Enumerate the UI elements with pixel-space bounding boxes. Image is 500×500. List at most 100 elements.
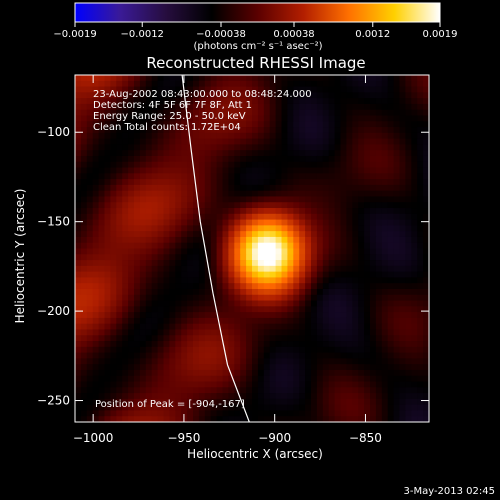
heatmap-pixel — [139, 416, 147, 422]
heatmap-pixel — [75, 317, 82, 325]
heatmap-pixel — [228, 103, 235, 111]
heatmap-pixel — [293, 132, 300, 140]
heatmap-pixel — [340, 155, 347, 163]
heatmap-pixel — [116, 231, 123, 238]
heatmap-pixel — [151, 271, 158, 278]
heatmap-pixel — [187, 375, 194, 382]
heatmap-pixel — [358, 288, 365, 296]
heatmap-pixel — [92, 144, 99, 151]
heatmap-pixel — [193, 80, 200, 87]
heatmap-pixel — [281, 381, 288, 388]
heatmap-pixel — [411, 213, 418, 220]
heatmap-pixel — [181, 271, 188, 278]
heatmap-pixel — [352, 381, 359, 388]
heatmap-pixel — [405, 300, 412, 307]
heatmap-pixel — [222, 335, 229, 342]
heatmap-pixel — [275, 231, 282, 238]
colorbar-tick-label: −0.00038 — [196, 29, 246, 40]
heatmap-pixel — [163, 404, 170, 411]
heatmap-pixel — [269, 410, 276, 417]
heatmap-pixel — [116, 404, 123, 411]
heatmap-pixel — [139, 323, 147, 330]
heatmap-pixel — [187, 271, 194, 278]
heatmap-pixel — [246, 271, 253, 278]
heatmap-pixel — [346, 132, 353, 140]
heatmap-pixel — [417, 288, 424, 296]
heatmap-pixel — [417, 161, 424, 168]
heatmap-pixel — [405, 375, 412, 382]
heatmap-pixel — [240, 271, 247, 278]
heatmap-pixel — [257, 381, 265, 388]
heatmap-pixel — [305, 271, 312, 278]
heatmap-pixel — [311, 398, 318, 406]
heatmap-pixel — [293, 138, 300, 145]
heatmap-pixel — [399, 86, 406, 93]
heatmap-pixel — [134, 283, 141, 290]
heatmap-pixel — [210, 231, 217, 238]
heatmap-pixel — [263, 277, 271, 284]
heatmap-pixel — [328, 127, 335, 134]
heatmap-pixel — [210, 219, 217, 226]
heatmap-pixel — [269, 317, 276, 325]
heatmap-pixel — [364, 381, 371, 388]
heatmap-pixel — [80, 132, 88, 140]
heatmap-pixel — [246, 208, 253, 215]
heatmap-pixel — [287, 294, 294, 301]
heatmap-pixel — [151, 242, 158, 249]
heatmap-pixel — [293, 398, 300, 406]
heatmap-pixel — [399, 358, 406, 365]
heatmap-pixel — [328, 179, 335, 186]
heatmap-pixel — [234, 242, 241, 249]
heatmap-pixel — [193, 358, 200, 365]
heatmap-pixel — [293, 196, 300, 203]
heatmap-pixel — [151, 80, 158, 87]
heatmap-pixel — [423, 375, 429, 382]
heatmap-pixel — [269, 75, 276, 82]
heatmap-pixel — [80, 248, 88, 255]
heatmap-pixel — [299, 381, 306, 388]
heatmap-pixel — [252, 416, 259, 422]
heatmap-pixel — [281, 173, 288, 180]
heatmap-pixel — [405, 167, 412, 174]
heatmap-pixel — [210, 98, 217, 105]
heatmap-pixel — [151, 283, 158, 290]
heatmap-pixel — [252, 369, 259, 377]
heatmap-pixel — [269, 306, 276, 313]
heatmap-pixel — [104, 109, 111, 116]
heatmap-pixel — [275, 184, 282, 192]
heatmap-pixel — [340, 294, 347, 301]
heatmap-pixel — [80, 323, 88, 330]
heatmap-pixel — [228, 288, 235, 296]
heatmap-pixel — [322, 352, 330, 359]
heatmap-pixel — [370, 92, 377, 99]
heatmap-pixel — [346, 213, 353, 220]
heatmap-pixel — [299, 300, 306, 307]
heatmap-pixel — [145, 173, 153, 180]
heatmap-pixel — [204, 184, 212, 192]
heatmap-pixel — [80, 173, 88, 180]
heatmap-pixel — [216, 381, 223, 388]
heatmap-pixel — [269, 300, 276, 307]
heatmap-pixel — [370, 248, 377, 255]
heatmap-pixel — [204, 115, 212, 122]
heatmap-pixel — [275, 150, 282, 157]
heatmap-pixel — [151, 236, 158, 244]
heatmap-pixel — [334, 404, 341, 411]
heatmap-pixel — [222, 138, 229, 145]
heatmap-pixel — [116, 236, 123, 244]
heatmap-pixel — [393, 341, 400, 348]
heatmap-pixel — [145, 306, 153, 313]
heatmap-pixel — [169, 260, 176, 267]
heatmap-pixel — [110, 225, 117, 232]
heatmap-pixel — [92, 352, 99, 359]
heatmap-pixel — [169, 98, 176, 105]
heatmap-pixel — [198, 132, 206, 140]
heatmap-pixel — [411, 219, 418, 226]
heatmap-pixel — [387, 317, 394, 325]
heatmap-pixel — [346, 381, 353, 388]
heatmap-pixel — [370, 323, 377, 330]
heatmap-pixel — [322, 150, 330, 157]
heatmap-pixel — [163, 271, 170, 278]
heatmap-pixel — [75, 179, 82, 186]
heatmap-pixel — [328, 410, 335, 417]
